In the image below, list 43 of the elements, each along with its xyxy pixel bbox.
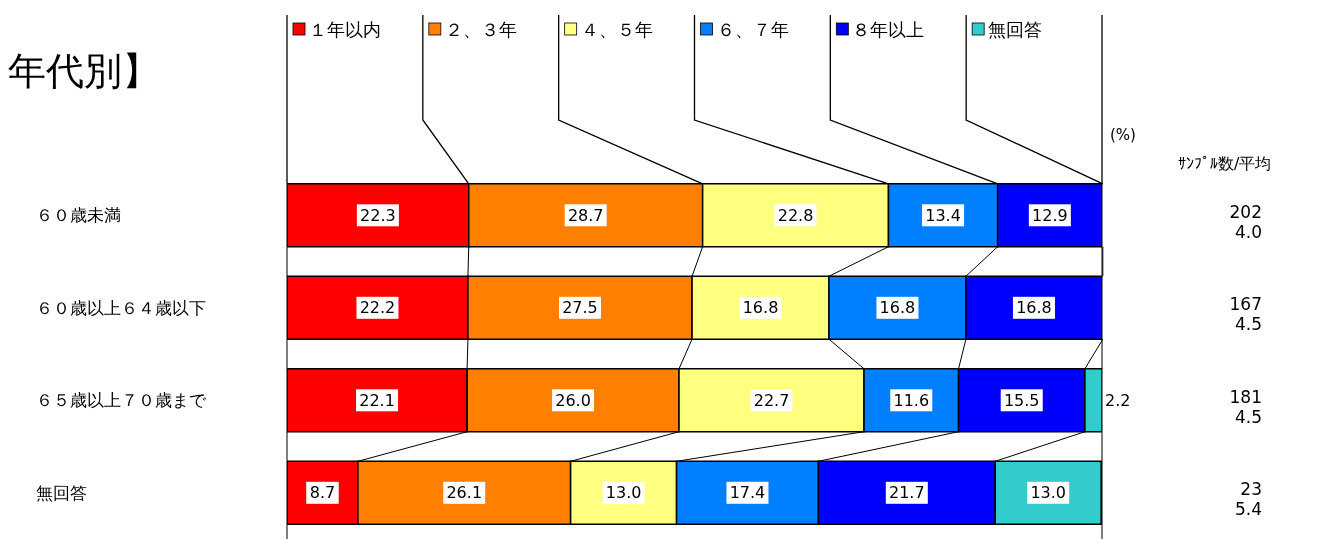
data-label: 16.8 [742,298,779,318]
data-label: 13.0 [1030,483,1067,503]
data-label: 12.9 [1032,205,1068,225]
text: 202 [1228,201,1262,222]
data-label: 27.5 [562,298,598,318]
data-label: 21.7 [888,483,925,503]
data-label: 16.8 [879,298,916,318]
legend-label: 無回答 [988,19,1043,40]
legend-label: ２、３年 [444,19,517,40]
data-label: 26.0 [555,390,591,410]
text: 5.4 [1233,499,1262,520]
legend-label: ６、７年 [716,19,789,40]
data-label: 17.4 [729,483,766,503]
data-label: 2.2 [1105,390,1131,410]
text: ｻﾝﾌﾟﾙ数/平均 [1178,154,1272,175]
data-label: 8.7 [309,483,336,503]
text: 181 [1228,386,1262,407]
text: 4.0 [1233,221,1262,242]
text: 23 [1239,479,1262,500]
y-tick-label: ６０歳以上６４歳以下 [36,297,206,318]
data-label: 11.6 [893,390,930,410]
text: 4.5 [1233,314,1262,335]
data-label: 22.8 [777,205,814,225]
y-tick-label: ６５歳以上７０歳まで [36,390,207,411]
chart-title: 年代別】 [8,48,160,95]
y-tick-label: 無回答 [36,482,87,503]
data-label: 28.7 [567,205,604,225]
data-label: 22.3 [360,205,396,225]
data-label: 22.1 [359,390,395,410]
text: (%) [1110,126,1136,144]
data-label: 22.7 [753,390,790,410]
text: 167 [1228,294,1262,315]
data-label: 16.8 [1016,298,1052,318]
text: 4.5 [1233,406,1262,427]
data-label: 26.1 [446,483,483,503]
data-label: 13.4 [925,205,961,225]
data-label: 15.5 [1003,390,1040,410]
legend-label: ４、５年 [580,19,653,40]
y-tick-label: ６０歳未満 [36,205,121,226]
data-label: 22.2 [359,298,396,318]
data-label: 13.0 [605,483,642,503]
legend-label: ８年以上 [852,19,925,40]
legend-label: １年以内 [309,19,381,40]
